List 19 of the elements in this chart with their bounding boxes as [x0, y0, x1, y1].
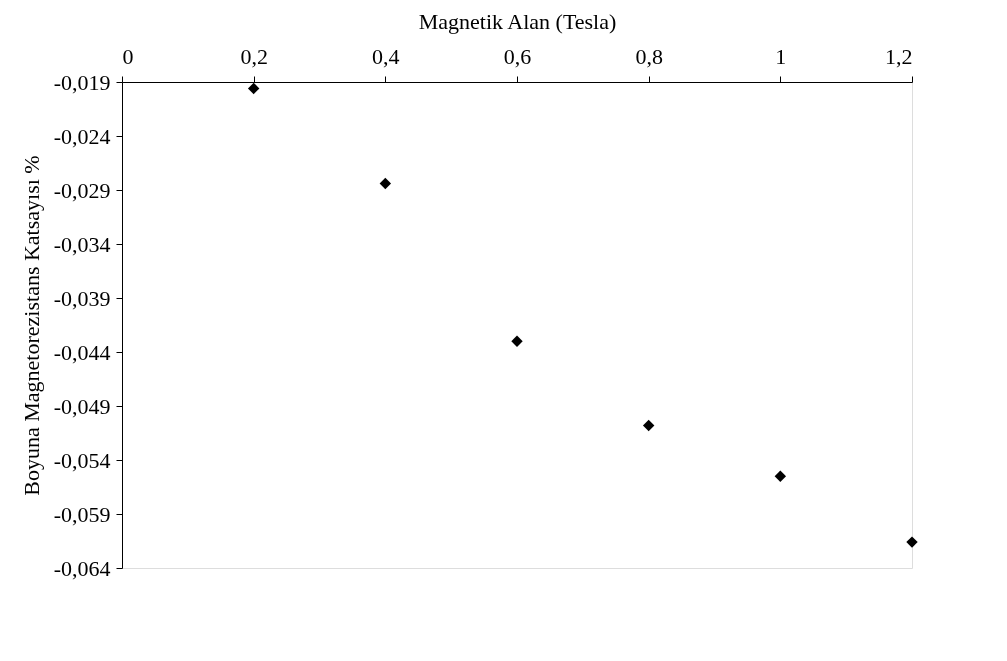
x-tick-label: 0,8: [635, 43, 663, 69]
y-axis-title: Boyuna Magnetorezistans Katsayısı %: [18, 155, 44, 496]
x-tick-label: 1,2: [885, 43, 913, 69]
y-tick-label: -0,044: [53, 339, 111, 365]
x-tick-label: 0,4: [372, 43, 400, 69]
x-tick-label: 0,6: [503, 43, 532, 69]
y-tick-label: -0,059: [53, 501, 111, 527]
x-tick-label: 0,2: [240, 43, 268, 69]
y-tick-label: -0,064: [53, 555, 111, 581]
x-axis-title: Magnetik Alan (Tesla): [418, 8, 617, 34]
y-tick-label: -0,054: [53, 447, 111, 473]
x-tick-label: 1: [775, 43, 787, 69]
y-tick-label: -0,024: [53, 123, 111, 149]
y-tick-label: -0,039: [53, 285, 111, 311]
y-tick-label: -0,029: [53, 177, 111, 203]
y-tick-label: -0,019: [53, 69, 111, 95]
y-tick-label: -0,034: [53, 231, 111, 257]
y-tick-label: -0,049: [53, 393, 111, 419]
x-tick-label: 0: [122, 43, 134, 69]
